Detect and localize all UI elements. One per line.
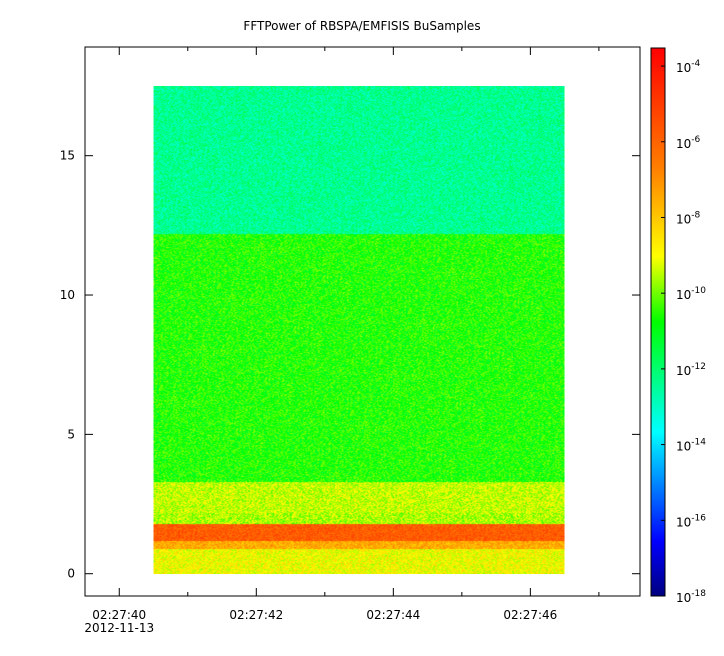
colorbar: [650, 47, 666, 597]
colorbar-tick-label: 10-12: [676, 362, 706, 378]
colorbar-tick-label: 10-4: [676, 59, 701, 75]
colorbar-tick-label: 10-14: [676, 438, 706, 454]
x-tick-label: 02:27:46: [503, 608, 557, 622]
y-tick-label: 0: [67, 567, 75, 581]
y-tick-label: 5: [67, 427, 75, 441]
colorbar-tick-label: 10-16: [676, 513, 706, 529]
colorbar-tick-label: 10-8: [676, 210, 701, 226]
colorbar-axis: 10-4 10-6 10-8 10-10 10-12 10-14 10-16 10-18: [661, 59, 706, 605]
y-tick-label: 15: [60, 149, 75, 163]
x-tick-sublabel: 2012-11-13: [84, 621, 154, 635]
y-axis: 0 5 10 15: [60, 149, 640, 581]
x-tick-label: 02:27:40: [92, 608, 146, 622]
x-tick-label: 02:27:42: [229, 608, 283, 622]
colorbar-tick-label: 10-10: [676, 286, 706, 302]
y-tick-label: 10: [60, 288, 75, 302]
chart-title: FFTPower of RBSPA/EMFISIS BuSamples: [243, 19, 480, 33]
colorbar-tick-label: 10-18: [676, 589, 706, 605]
colorbar-tick-label: 10-6: [676, 135, 701, 151]
spectrogram-raster: [153, 86, 565, 575]
x-tick-label: 02:27:44: [366, 608, 420, 622]
spectrogram-image: [153, 86, 565, 575]
